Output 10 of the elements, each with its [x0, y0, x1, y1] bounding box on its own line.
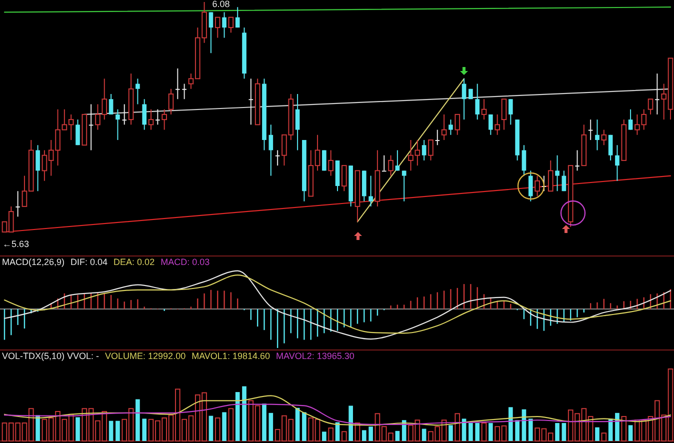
text: DIF: 0.04	[70, 257, 108, 267]
chart-title: VOL-TDX(5,10) VVOL: -	[2, 351, 100, 361]
annotation: 6.08	[212, 0, 230, 9]
text: MAVOL2: 13965.30	[276, 351, 354, 361]
chart-title: MACD(12,26,9)	[2, 257, 65, 267]
text: DEA: 0.02	[114, 257, 155, 267]
text: ←5.63	[2, 239, 30, 249]
text: MAVOL1: 19814.60	[192, 351, 270, 361]
text: VOLUME: 12992.00	[105, 351, 186, 361]
text: MACD: 0.03	[160, 257, 210, 267]
